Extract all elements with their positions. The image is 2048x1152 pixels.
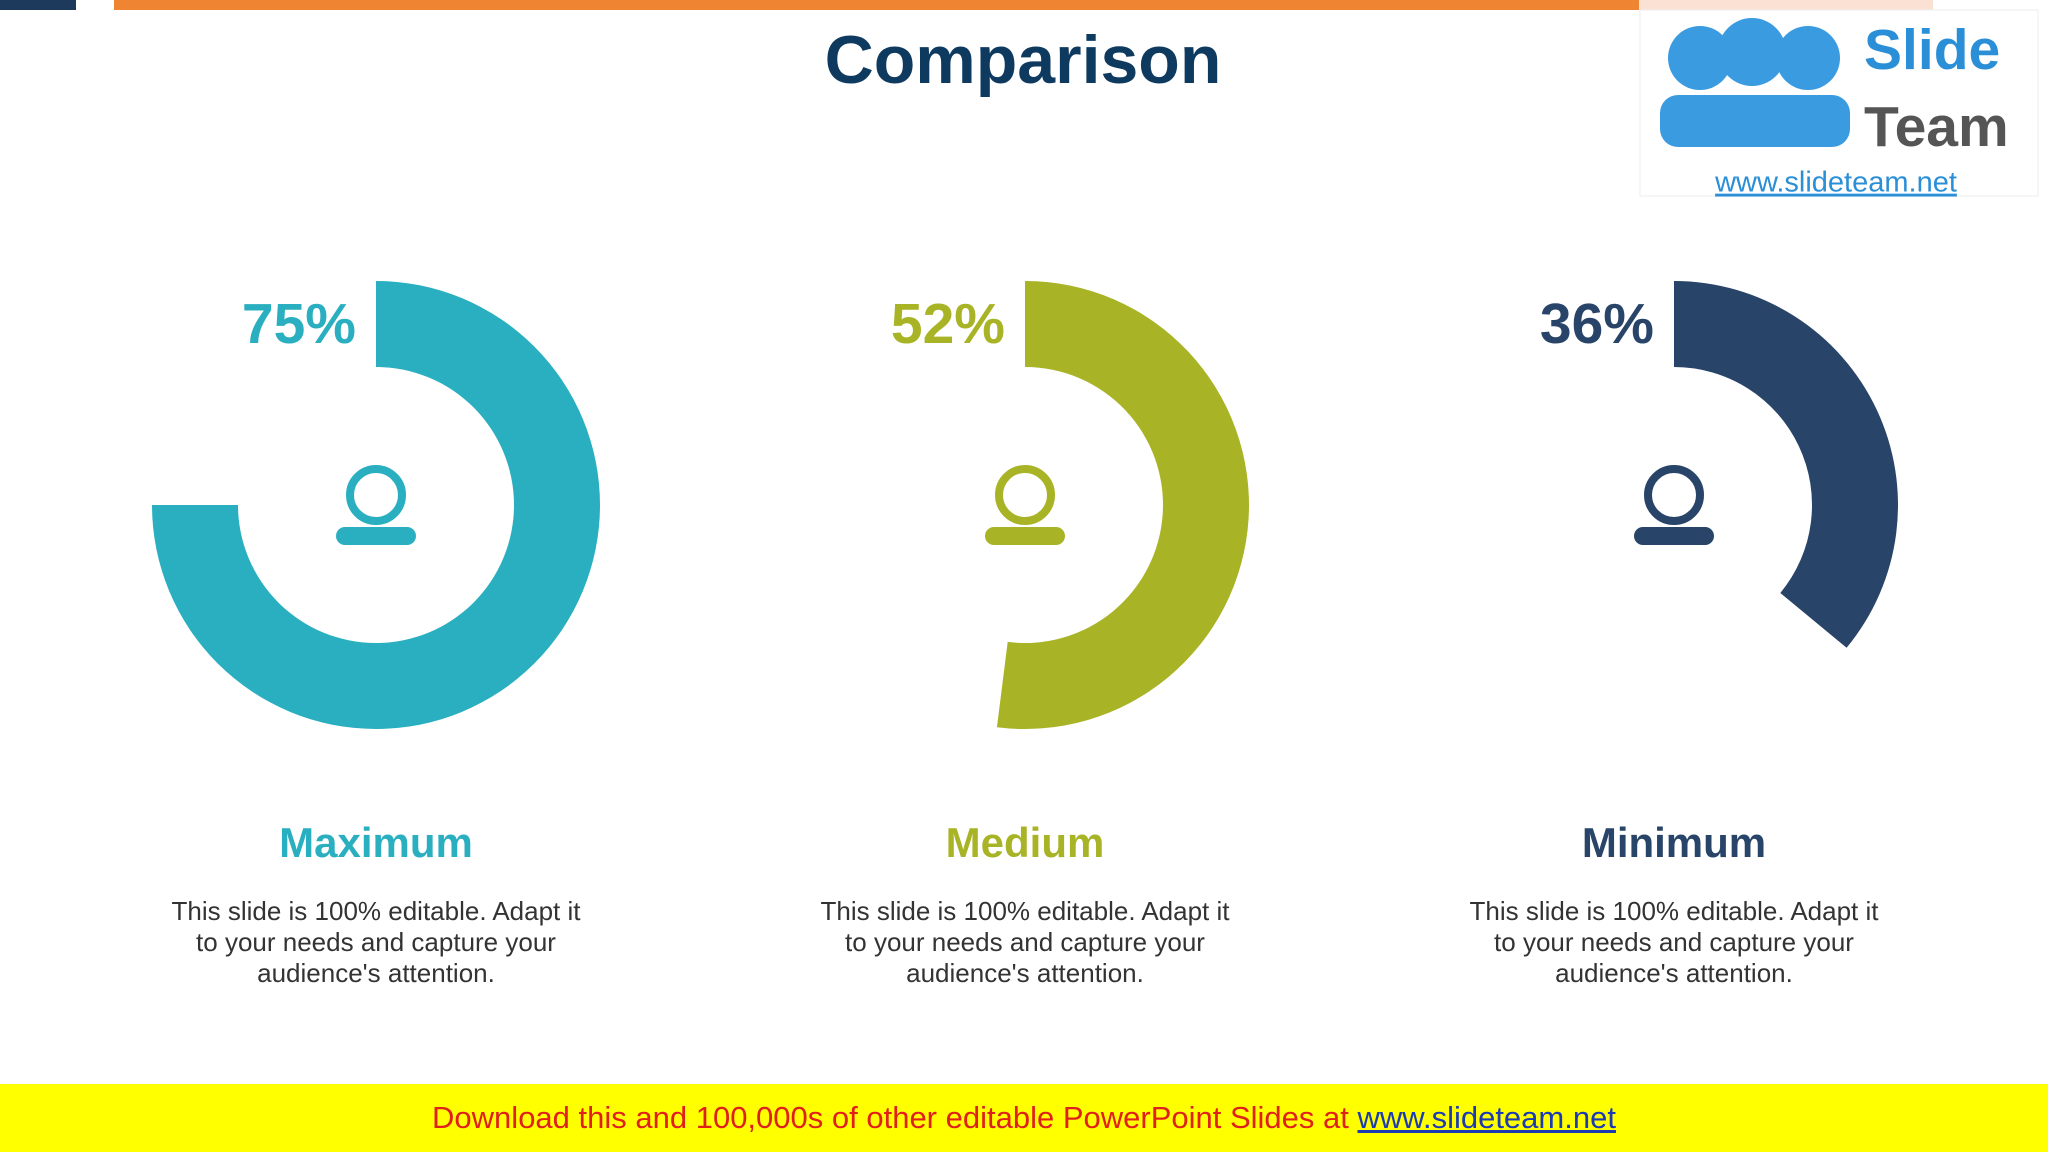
top-bar-light	[1639, 0, 1933, 10]
footer-text: Download this and 100,000s of other edit…	[432, 1100, 1349, 1135]
logo-bodies	[1660, 95, 1850, 147]
description: This slide is 100% editable. Adapt it to…	[1469, 896, 1879, 988]
donut-arc	[996, 281, 1249, 729]
icon	[1644, 465, 1704, 525]
value-label: 36%	[1540, 292, 1654, 356]
top-accent	[0, 0, 76, 10]
logo-name: Slide	[1864, 18, 2000, 82]
logo-head	[1776, 26, 1840, 90]
slide-title: Comparison	[825, 22, 1222, 98]
logo-head	[1718, 18, 1786, 86]
logo: Slide Team www.slideteam.net	[1639, 9, 2039, 199]
icon	[995, 465, 1055, 525]
description: This slide is 100% editable. Adapt it to…	[171, 896, 581, 988]
value-label: 75%	[242, 292, 356, 356]
logo-head	[1668, 26, 1732, 90]
icon	[346, 465, 406, 525]
value-label: 52%	[891, 292, 1005, 356]
logo-url[interactable]: www.slideteam.net	[1714, 167, 1957, 199]
donut-arc	[152, 281, 600, 729]
icon	[985, 527, 1065, 545]
top-bar	[114, 0, 1639, 10]
category-title: Minimum	[1582, 819, 1766, 866]
icon	[1634, 527, 1714, 545]
footer: Download this and 100,000s of other edit…	[0, 1084, 2048, 1152]
footer-link[interactable]: www.slideteam.net	[1357, 1100, 1616, 1135]
donut-arc	[1674, 281, 1898, 648]
logo-name: Team	[1864, 95, 2009, 159]
category-title: Medium	[946, 819, 1105, 866]
icon	[336, 527, 416, 545]
description: This slide is 100% editable. Adapt it to…	[820, 896, 1230, 988]
category-title: Maximum	[279, 819, 473, 866]
